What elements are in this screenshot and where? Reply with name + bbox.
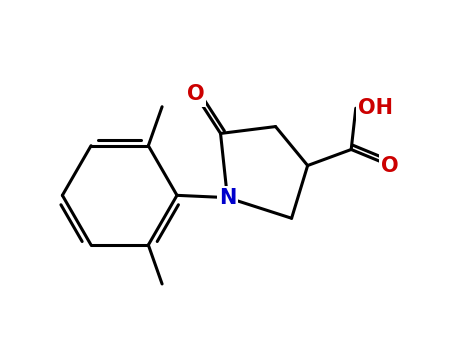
Text: OH: OH — [357, 98, 392, 118]
Text: N: N — [218, 188, 236, 208]
Text: O: O — [186, 85, 204, 104]
Text: O: O — [381, 155, 398, 176]
